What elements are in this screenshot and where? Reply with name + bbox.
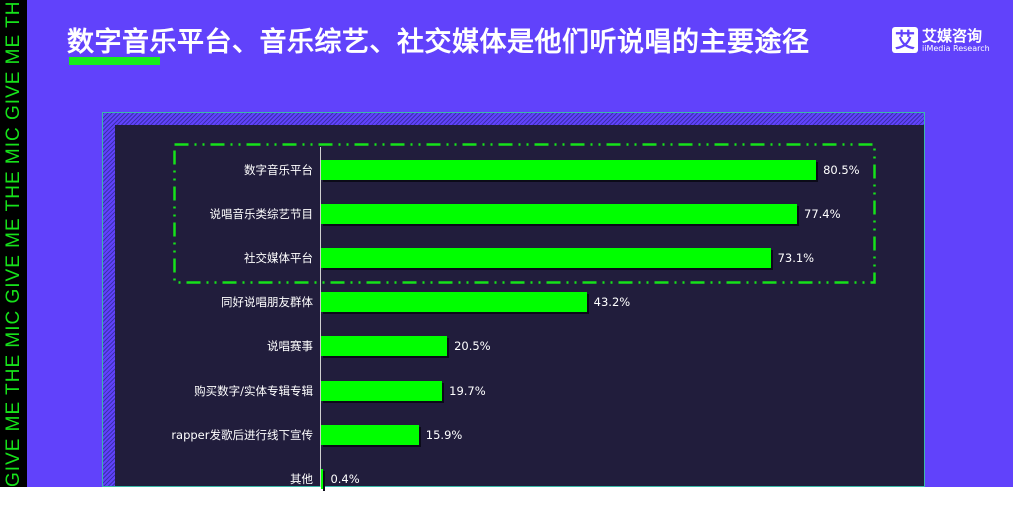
category-label: 购买数字/实体专辑专辑 bbox=[194, 383, 313, 398]
bar bbox=[321, 424, 419, 445]
bar bbox=[321, 468, 324, 489]
logo-icon: 艾 bbox=[892, 27, 918, 53]
data-label: 19.7% bbox=[449, 383, 486, 398]
logo: 艾 艾媒咨询 iiMedia Research bbox=[892, 27, 990, 53]
bar bbox=[321, 160, 817, 180]
category-label: 说唱赛事 bbox=[267, 339, 313, 354]
bar bbox=[321, 248, 771, 269]
category-label: 其他 bbox=[290, 471, 313, 486]
category-label: 社交媒体平台 bbox=[244, 251, 313, 266]
category-label: 数字音乐平台 bbox=[244, 163, 313, 177]
bar bbox=[321, 292, 587, 313]
logo-en: iiMedia Research bbox=[922, 43, 990, 53]
data-label: 73.1% bbox=[777, 251, 815, 266]
data-label: 80.5% bbox=[823, 163, 860, 177]
category-label: 同好说唱朋友群体 bbox=[221, 295, 313, 310]
y-axis bbox=[320, 147, 321, 487]
data-label: 0.4% bbox=[330, 471, 360, 486]
logo-cn: 艾媒咨询 bbox=[922, 26, 983, 45]
title-underline bbox=[69, 57, 160, 65]
side-strip: GIVE ME THE MIC GIVE ME THE MIC GIVE ME … bbox=[0, 0, 27, 487]
page-title: 数字音乐平台、音乐综艺、社交媒体是他们听说唱的主要途径 bbox=[67, 27, 810, 58]
category-label: rapper发歌后进行线下宣传 bbox=[171, 427, 313, 442]
data-label: 77.4% bbox=[804, 207, 841, 222]
data-label: 15.9% bbox=[425, 427, 463, 442]
bar bbox=[321, 336, 448, 357]
bar bbox=[321, 204, 797, 225]
side-strip-text: GIVE ME THE MIC GIVE ME THE MIC GIVE ME … bbox=[3, 0, 24, 487]
data-label: 20.5% bbox=[454, 339, 491, 354]
category-label: 说唱音乐类综艺节目 bbox=[209, 207, 314, 222]
highlight-box bbox=[173, 143, 876, 284]
data-label: 43.2% bbox=[593, 295, 631, 310]
bar bbox=[321, 380, 443, 401]
